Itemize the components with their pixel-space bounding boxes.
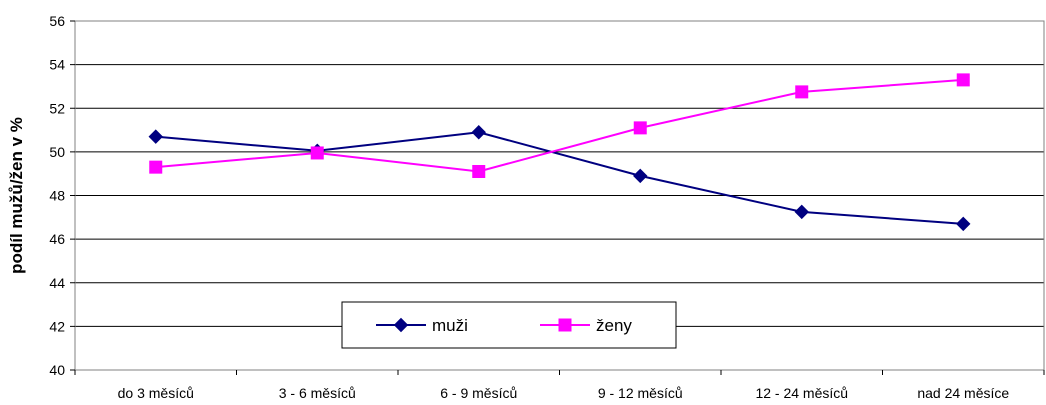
data-point — [149, 160, 163, 174]
series-line — [155, 78, 964, 173]
data-point — [310, 146, 324, 160]
x-tick-label: do 3 měsíců — [118, 385, 194, 401]
series-2 — [149, 73, 970, 179]
y-tick-label: 52 — [49, 100, 65, 116]
x-axis: do 3 měsíců 3 - 6 měsíců 6 - 9 měsíců 9 - 1… — [74, 370, 1045, 401]
y-tick-label: 54 — [49, 57, 65, 73]
legend-swatch-marker — [393, 317, 409, 333]
series-1 — [148, 125, 971, 232]
x-tick-label: 3 - 6 měsíců — [279, 385, 356, 401]
y-tick-label: 48 — [49, 188, 65, 204]
data-point — [794, 204, 809, 220]
y-tick-label: 40 — [49, 362, 65, 378]
x-tick-label: 9 - 12 měsíců — [598, 385, 683, 401]
data-point — [633, 168, 648, 184]
y-tick-label: 50 — [49, 144, 65, 160]
y-tick-label: 46 — [49, 231, 65, 247]
y-axis: 40 42 44 46 48 50 52 54 56 — [49, 13, 75, 378]
data-point — [471, 125, 486, 140]
y-axis-title: podíl mužů/žen v % — [7, 117, 26, 274]
legend: muži ženy — [341, 301, 677, 349]
x-tick-label: nad 24 měsíce — [917, 385, 1009, 401]
series-line — [155, 131, 964, 225]
data-point — [472, 165, 486, 179]
x-tick-label: 12 - 24 měsíců — [755, 385, 848, 401]
x-tick-label: 6 - 9 měsíců — [440, 385, 517, 401]
y-tick-label: 44 — [49, 275, 65, 291]
data-point — [956, 73, 970, 87]
data-point — [633, 121, 647, 135]
data-point — [148, 129, 163, 144]
y-tick-label: 42 — [49, 318, 65, 334]
data-point — [956, 216, 971, 232]
legend-label: ženy — [596, 316, 632, 335]
series-group — [148, 73, 971, 232]
legend-label: muži — [432, 316, 468, 335]
y-tick-label: 56 — [49, 13, 65, 29]
legend-swatch-marker — [558, 318, 572, 332]
data-point — [795, 85, 809, 99]
